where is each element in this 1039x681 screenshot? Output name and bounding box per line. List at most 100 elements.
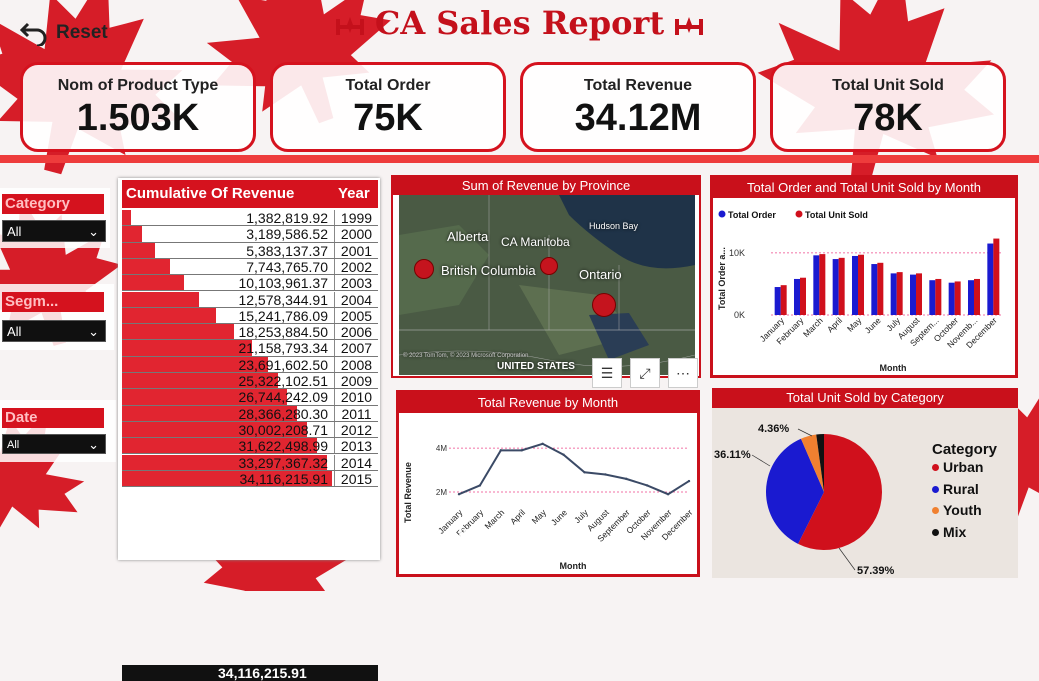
- table-row[interactable]: 7,743,765.70 2002: [122, 258, 378, 276]
- pie-data-label: 36.11%: [714, 449, 751, 461]
- cumulative-bar: [122, 307, 216, 325]
- cumulative-bar: [122, 405, 297, 422]
- map-bubble-ontario[interactable]: [592, 293, 616, 317]
- map-label-alberta: Alberta: [447, 229, 489, 244]
- legend-item-rural[interactable]: Rural: [932, 481, 979, 497]
- bar-order: [832, 259, 839, 315]
- table-row[interactable]: 10,103,961.37 2003: [122, 275, 378, 292]
- year-value: 2008: [334, 356, 378, 373]
- cumulative-revenue-table: Cumulative Of Revenue Year 1,382,819.92 1…: [118, 178, 380, 681]
- year-value: 2011: [334, 405, 378, 422]
- year-value: 2003: [334, 275, 378, 292]
- cumulative-value: 18,253,884.50: [238, 324, 328, 341]
- cumulative-value: 1,382,819.92: [246, 210, 328, 226]
- bar-unit: [858, 254, 864, 315]
- year-value: 2000: [334, 226, 378, 243]
- year-value: 2014: [334, 454, 378, 471]
- bar-order: [774, 287, 781, 315]
- row-divider: [122, 486, 378, 488]
- chevron-down-icon: ⌄: [88, 224, 99, 239]
- map-terrain: [399, 195, 695, 375]
- table-row[interactable]: 30,002,208.71 2012: [122, 421, 378, 439]
- pie-data-label: 57.39%: [857, 565, 895, 577]
- pie-label-leader: [797, 428, 813, 437]
- cumulative-bar: [122, 291, 200, 308]
- legend-dot-icon: [932, 463, 939, 471]
- table-row[interactable]: 15,241,786.09 2005: [122, 307, 378, 325]
- order-unit-bar-panel: Total Order and Total Unit Sold by Month…: [710, 175, 1018, 378]
- table-row[interactable]: 1,382,819.92 1999: [122, 210, 378, 227]
- cumulative-value: 3,189,586.52: [246, 226, 328, 243]
- legend-label: Rural: [943, 481, 979, 497]
- cumulative-bar: [122, 226, 142, 243]
- slicer-value: All: [7, 224, 22, 239]
- more-options-icon[interactable]: ⋯: [668, 358, 698, 388]
- cumulative-bar: [122, 242, 156, 259]
- cumulative-bar: [122, 324, 235, 341]
- slicer-date-dropdown[interactable]: All ⌄: [2, 434, 106, 454]
- table-row[interactable]: 34,116,215.91 2015: [122, 470, 378, 488]
- bar-unit: [993, 238, 1000, 315]
- table-row[interactable]: 28,366,280.30 2011: [122, 405, 378, 422]
- bar-unit: [896, 272, 903, 315]
- line-point: [625, 477, 628, 481]
- x-axis-label: Month: [880, 363, 907, 373]
- table-row[interactable]: 12,578,344.91 2004: [122, 291, 378, 308]
- reset-label: Reset: [56, 22, 108, 43]
- table-row[interactable]: 26,744,242.09 2010: [122, 389, 378, 406]
- kpi-card-product-types: Nom of Product Type 1.503K: [20, 62, 256, 152]
- row-divider: [122, 339, 378, 341]
- line-point: [645, 484, 649, 487]
- cumulative-bar: [122, 210, 131, 227]
- pie-label-leader: [838, 547, 856, 571]
- cumulative-bar: [122, 340, 253, 357]
- cumulative-value: 7,743,765.70: [246, 258, 328, 275]
- table-row[interactable]: 23,691,602.50 2008: [122, 356, 378, 373]
- map-label-ontario: Ontario: [579, 267, 622, 282]
- table-row[interactable]: 18,253,884.50 2006: [122, 324, 378, 341]
- column-header-cumulative[interactable]: Cumulative Of Revenue: [126, 185, 295, 202]
- table-header: Cumulative Of Revenue Year: [122, 180, 378, 208]
- province-map-panel: Sum of Revenue by Province Alberta CA Ma…: [391, 175, 701, 388]
- reset-button[interactable]: Reset: [20, 20, 108, 46]
- map-bubble-manitoba[interactable]: [540, 257, 558, 275]
- legend-item-youth[interactable]: Youth: [932, 502, 982, 518]
- table-row[interactable]: 3,189,586.52 2000: [122, 226, 378, 243]
- x-tick-label: April: [825, 315, 844, 334]
- slicer-category-dropdown[interactable]: All ⌄: [2, 220, 106, 242]
- bar-order: [813, 255, 820, 315]
- y-axis-label: Total Order a...: [717, 247, 727, 310]
- filter-icon[interactable]: ☰: [592, 358, 622, 388]
- row-divider: [122, 225, 378, 227]
- legend-item-mix[interactable]: Mix: [932, 524, 966, 540]
- map-title: Sum of Revenue by Province: [393, 177, 699, 195]
- column-header-year[interactable]: Year: [338, 185, 370, 202]
- table-row[interactable]: 33,297,367.32 2014: [122, 454, 378, 471]
- year-value: 2002: [334, 258, 378, 276]
- table-row[interactable]: 5,383,137.37 2001: [122, 242, 378, 259]
- kpi-value: 34.12M: [574, 97, 702, 139]
- kpi-label: Total Order: [345, 77, 431, 94]
- cumulative-bar: [122, 373, 278, 390]
- row-divider: [122, 323, 378, 325]
- expand-icon[interactable]: ⤢: [630, 358, 660, 388]
- x-tick-label: March: [801, 315, 825, 339]
- table-row[interactable]: 25,322,102.51 2009: [122, 373, 378, 390]
- bar-order: [968, 280, 974, 315]
- legend-item-urban[interactable]: Urban: [932, 459, 983, 475]
- map-bubble-british-columbia[interactable]: [414, 259, 434, 279]
- pie-slice-urban: [798, 434, 882, 550]
- bar-unit: [916, 273, 922, 315]
- kpi-label: Nom of Product Type: [57, 77, 219, 94]
- year-value: 2007: [334, 340, 378, 357]
- slicer-segment-dropdown[interactable]: All ⌄: [2, 320, 106, 342]
- province-map[interactable]: Alberta CA Manitoba British Columbia Ont…: [399, 195, 695, 375]
- cumulative-value: 31,622,498.99: [238, 438, 328, 455]
- pie-label-leader: [751, 454, 771, 467]
- cumulative-value: 15,241,786.09: [238, 307, 328, 324]
- bar-order: [910, 274, 916, 315]
- table-row[interactable]: 21,158,793.34 2007: [122, 340, 378, 357]
- line-point: [457, 493, 461, 496]
- table-row[interactable]: 31,622,498.99 2013: [122, 438, 378, 455]
- row-divider: [122, 257, 378, 259]
